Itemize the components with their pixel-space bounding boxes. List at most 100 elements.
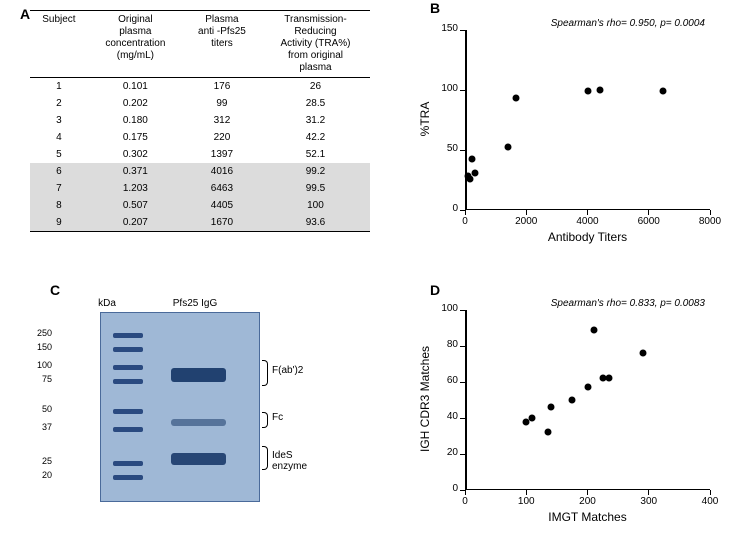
- x-tick-label: 0: [445, 496, 485, 507]
- table-cell: 52.1: [261, 146, 370, 163]
- table-cell: 7: [30, 180, 88, 197]
- table-cell: 220: [183, 129, 261, 146]
- table-row: 71.203646399.5: [30, 180, 370, 197]
- x-tick-label: 200: [568, 496, 608, 507]
- panel-d-label: D: [430, 282, 440, 298]
- table-cell: 0.180: [88, 112, 183, 129]
- brace: [262, 446, 268, 470]
- brace: [262, 412, 268, 428]
- y-tick: [460, 150, 465, 151]
- table-cell: 8: [30, 197, 88, 214]
- stat-text: Spearman's rho= 0.833, p= 0.0083: [551, 298, 705, 309]
- table-cell: 0.371: [88, 163, 183, 180]
- table-row: 40.17522042.2: [30, 129, 370, 146]
- table-cell: 4: [30, 129, 88, 146]
- panel-a-label: A: [20, 6, 30, 22]
- data-point: [605, 375, 612, 382]
- x-tick: [648, 210, 649, 215]
- y-tick: [460, 418, 465, 419]
- x-tick-label: 4000: [568, 216, 608, 227]
- table-row: 20.2029928.5: [30, 95, 370, 112]
- mw-label: 25: [22, 456, 52, 466]
- brace: [262, 360, 268, 386]
- table-cell: 1: [30, 78, 88, 96]
- data-point: [513, 94, 520, 101]
- table-cell: 3: [30, 112, 88, 129]
- y-tick-label: 40: [430, 411, 458, 422]
- table-cell: 31.2: [261, 112, 370, 129]
- data-point: [547, 404, 554, 411]
- sample-band: [171, 368, 226, 382]
- table-cell: 99.5: [261, 180, 370, 197]
- gel-image: [100, 312, 260, 502]
- table-cell: 4016: [183, 163, 261, 180]
- data-point: [468, 156, 475, 163]
- y-tick-label: 100: [430, 303, 458, 314]
- y-tick: [460, 30, 465, 31]
- mw-label: 250: [22, 328, 52, 338]
- x-tick: [587, 210, 588, 215]
- table-cell: 42.2: [261, 129, 370, 146]
- table-row: 60.371401699.2: [30, 163, 370, 180]
- scatter-plot-b: 02000400060008000050100150Antibody Titer…: [465, 30, 710, 210]
- ladder-band: [113, 427, 143, 432]
- table-header-row: Subject Original plasma concentration (m…: [30, 11, 370, 78]
- table-row: 30.18031231.2: [30, 112, 370, 129]
- data-point: [504, 144, 511, 151]
- table-cell: 93.6: [261, 214, 370, 232]
- sample-band: [171, 419, 226, 426]
- table-cell: 4405: [183, 197, 261, 214]
- table-cell: 0.302: [88, 146, 183, 163]
- y-tick-label: 20: [430, 447, 458, 458]
- x-tick: [465, 490, 466, 495]
- table-cell: 312: [183, 112, 261, 129]
- band-annotation: IdeS enzyme: [272, 450, 307, 472]
- ladder-band: [113, 461, 143, 466]
- table-cell: 1670: [183, 214, 261, 232]
- x-tick: [710, 210, 711, 215]
- table-cell: 99: [183, 95, 261, 112]
- panel-a-table-container: Subject Original plasma concentration (m…: [30, 10, 370, 232]
- mw-label: 150: [22, 342, 52, 352]
- data-point: [529, 415, 536, 422]
- y-tick: [460, 210, 465, 211]
- table-row: 50.302139752.1: [30, 146, 370, 163]
- data-point: [471, 169, 478, 176]
- table-cell: 1.203: [88, 180, 183, 197]
- x-tick-label: 6000: [629, 216, 669, 227]
- y-tick-label: 150: [430, 23, 458, 34]
- th-conc: Original plasma concentration (mg/mL): [88, 11, 183, 78]
- y-tick-label: 50: [430, 143, 458, 154]
- y-tick: [460, 454, 465, 455]
- ladder-band: [113, 347, 143, 352]
- y-tick-label: 60: [430, 375, 458, 386]
- th-titers: Plasma anti -Pfs25 titers: [183, 11, 261, 78]
- sample-band: [171, 453, 226, 465]
- x-tick: [526, 210, 527, 215]
- data-point: [659, 87, 666, 94]
- y-tick: [460, 346, 465, 347]
- y-tick-label: 100: [430, 83, 458, 94]
- x-axis-label: Antibody Titers: [465, 230, 710, 244]
- y-tick: [460, 90, 465, 91]
- x-tick-label: 400: [690, 496, 730, 507]
- x-tick-label: 0: [445, 216, 485, 227]
- kda-header: kDa: [92, 298, 122, 309]
- data-point: [569, 397, 576, 404]
- table-cell: 0.507: [88, 197, 183, 214]
- x-tick: [648, 490, 649, 495]
- data-point: [596, 87, 603, 94]
- data-point: [584, 384, 591, 391]
- x-tick: [465, 210, 466, 215]
- table-cell: 0.202: [88, 95, 183, 112]
- band-annotation: Fc: [272, 412, 283, 423]
- table-row: 10.10117626: [30, 78, 370, 96]
- x-tick-label: 8000: [690, 216, 730, 227]
- data-table: Subject Original plasma concentration (m…: [30, 10, 370, 232]
- table-cell: 0.101: [88, 78, 183, 96]
- band-annotation: F(ab')2: [272, 365, 303, 376]
- table-cell: 1397: [183, 146, 261, 163]
- x-tick-label: 300: [629, 496, 669, 507]
- table-cell: 0.175: [88, 129, 183, 146]
- data-point: [590, 326, 597, 333]
